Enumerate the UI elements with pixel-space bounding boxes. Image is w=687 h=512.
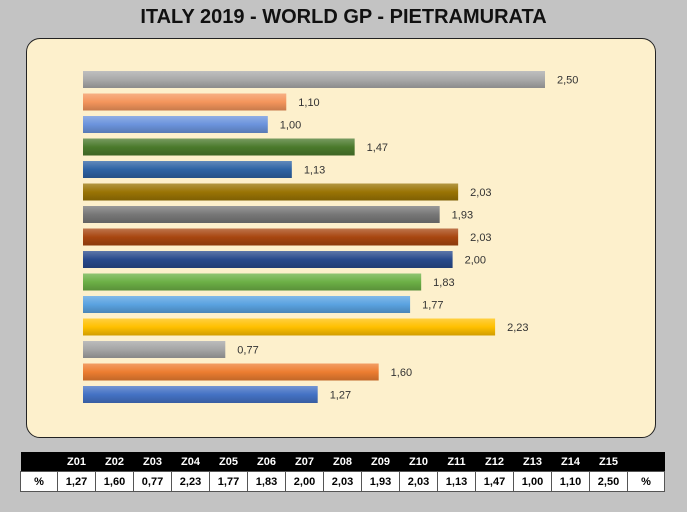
- table-value-row: % 1,27 1,60 0,77 2,23 1,77 1,83 2,00 2,0…: [20, 471, 665, 492]
- table-value-cell: 1,60: [95, 471, 134, 492]
- table-header-cell: Z05: [209, 452, 248, 472]
- data-label-z14: 1,10: [298, 97, 319, 109]
- table-header-cell: Z08: [323, 452, 362, 472]
- table-header-cell: Z06: [247, 452, 286, 472]
- table-header-cell: Z14: [551, 452, 590, 472]
- table-corner: [627, 452, 665, 472]
- data-label-z15: 2,50: [557, 75, 578, 87]
- table-value-cell: 1,27: [57, 471, 96, 492]
- table-value-cell: 1,13: [437, 471, 476, 492]
- table-value-cell: 2,50: [589, 471, 628, 492]
- table-header-cell: Z03: [133, 452, 172, 472]
- bar-z11: [83, 161, 292, 178]
- table-row-label: %: [627, 471, 665, 492]
- bar-z13: [83, 116, 268, 133]
- table-value-cell: 1,00: [513, 471, 552, 492]
- data-label-z11: 1,13: [304, 165, 325, 177]
- data-label-z05: 1,77: [422, 300, 443, 312]
- chart-panel: 2,50 1,10 1,00 1,47 1,13 2,03 1,93 2,03 2,00 1,83…: [26, 38, 656, 438]
- bar-z10: [83, 183, 459, 201]
- bar-z04: [83, 318, 496, 336]
- chart-title: ITALY 2019 - WORLD GP - PIETRAMURATA: [140, 6, 547, 28]
- data-table: Z01 Z02 Z03 Z04 Z05 Z06 Z07 Z08 Z09 Z10 …: [20, 452, 665, 492]
- data-label-z02: 1,60: [391, 367, 412, 379]
- data-label-z12: 1,47: [367, 142, 388, 154]
- table-value-cell: 0,77: [133, 471, 172, 492]
- table-header-cell: Z13: [513, 452, 552, 472]
- table-value-cell: 2,00: [285, 471, 324, 492]
- table-header-cell: Z01: [57, 452, 96, 472]
- table-value-cell: 1,93: [361, 471, 400, 492]
- bar-z14: [83, 93, 287, 111]
- table-value-cell: 1,77: [209, 471, 248, 492]
- table-row-label: %: [20, 471, 58, 492]
- data-label-z06: 1,83: [433, 277, 454, 289]
- table-header-cell: Z07: [285, 452, 324, 472]
- bar-chart: 2,50 1,10 1,00 1,47 1,13 2,03 1,93 2,03 2,00 1,83…: [83, 71, 578, 403]
- data-label-z04: 2,23: [507, 322, 528, 334]
- table-header-row: Z01 Z02 Z03 Z04 Z05 Z06 Z07 Z08 Z09 Z10 …: [20, 452, 665, 472]
- table-value-cell: 1,47: [475, 471, 514, 492]
- table-header-cell: Z12: [475, 452, 514, 472]
- table-value-cell: 1,83: [247, 471, 286, 492]
- table-header-cell: Z02: [95, 452, 134, 472]
- data-label-z07: 2,00: [465, 255, 486, 267]
- table-header-cell: Z04: [171, 452, 210, 472]
- table-value-cell: 2,23: [171, 471, 210, 492]
- bar-z01: [83, 386, 318, 403]
- data-label-z10: 2,03: [470, 187, 491, 199]
- table-value-cell: 2,03: [399, 471, 438, 492]
- bar-z02: [83, 363, 379, 381]
- bar-z09: [83, 206, 440, 223]
- data-label-z03: 0,77: [237, 345, 258, 357]
- table-corner: [20, 452, 58, 472]
- bar-z06: [83, 273, 422, 291]
- table-header-cell: Z10: [399, 452, 438, 472]
- bar-z07: [83, 251, 453, 268]
- bar-z12: [83, 138, 355, 156]
- data-label-z01: 1,27: [330, 390, 351, 402]
- bar-z03: [83, 341, 226, 358]
- data-label-z08: 2,03: [470, 232, 491, 244]
- data-label-z09: 1,93: [452, 210, 473, 222]
- bar-z05: [83, 296, 411, 313]
- table-header-cell: Z15: [589, 452, 628, 472]
- table-value-cell: 2,03: [323, 471, 362, 492]
- bar-z08: [83, 228, 459, 246]
- table-header-cell: Z11: [437, 452, 476, 472]
- data-label-z13: 1,00: [280, 120, 301, 132]
- bar-z15: [83, 71, 545, 88]
- table-value-cell: 1,10: [551, 471, 590, 492]
- table-header-cell: Z09: [361, 452, 400, 472]
